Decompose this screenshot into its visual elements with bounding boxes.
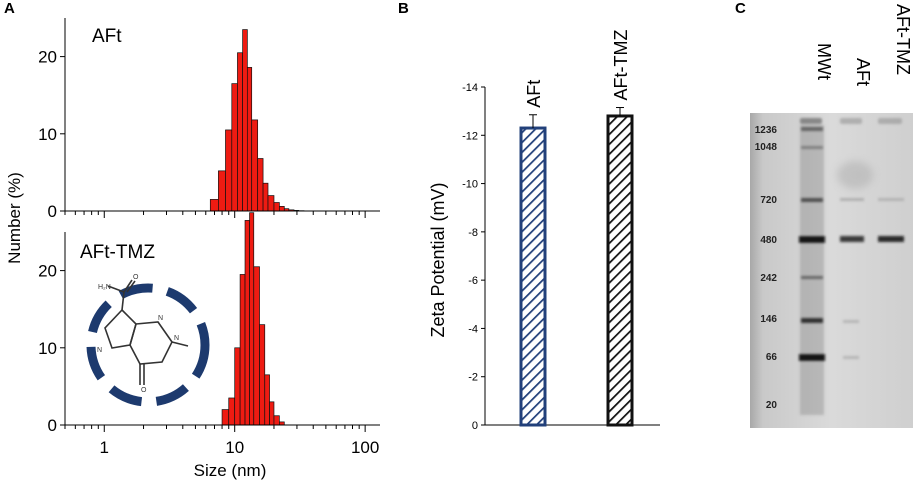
zeta-y-tick-label: 0 [472,420,478,432]
histogram-bar [279,206,284,211]
lane-label-aft-tmz: AFt-TMZ [893,4,913,75]
x-tick-label: 1 [100,438,109,457]
histogram-bar [237,53,242,211]
chart-title-aft: AFt [92,26,122,47]
panel-c-gel: 1236 1048 720 480 242 146 66 20 MWt AFt … [750,4,913,428]
histogram-bar [268,196,274,211]
y-tick-label: 20 [38,262,57,281]
marker-146: 146 [760,314,777,325]
dashed-ring [91,288,205,402]
svg-text:N: N [158,315,163,322]
histogram-bar [263,183,268,211]
marker-242: 242 [760,273,777,284]
histogram-bar [243,30,248,211]
marker-1048: 1048 [755,142,778,153]
histogram-bar [265,375,270,425]
tmz-structure-inset: H₂N O N N N O [91,274,205,402]
histogram-bar [232,84,238,211]
panel-a: AFt 0 10 20 AFt-TMZ 0 10 20 1 10 100 [5,18,380,480]
svg-text:N: N [97,347,102,354]
panel-label-c: C [735,0,746,17]
panel-label-a: A [4,0,15,17]
zeta-y-tick-label: -6 [468,275,478,287]
histogram-bar [245,220,250,425]
zeta-category-label: AFt [524,80,544,108]
histogram-bar [210,199,218,211]
histogram-bar [235,348,240,425]
zeta-y-tick-label: -4 [468,323,478,335]
histogram-bar [229,398,235,425]
y-tick-label: 20 [38,48,57,67]
gel-lane-labels: MWt AFt AFt-TMZ [814,4,913,86]
zeta-bar [521,128,545,425]
x-tick-label: 100 [351,438,379,457]
zeta-category-label: AFt-TMZ [611,30,631,101]
svg-text:O: O [133,274,139,281]
y-axis-label: Number (%) [5,172,24,264]
histogram-bar [258,159,263,211]
zeta-y-tick-label: -14 [462,82,478,94]
histogram-bar [274,203,279,211]
y-axis-label-zeta: Zeta Potential (mV) [428,182,448,337]
y-tick-label: 10 [38,339,57,358]
marker-20: 20 [766,400,778,411]
zeta-y-tick-label: -12 [462,130,478,142]
histogram-aft: AFt 0 10 20 [38,18,380,221]
histogram-bar [247,67,251,211]
zeta-y-tick-label: -10 [462,179,478,191]
lane-label-aft: AFt [853,58,873,86]
y-tick-label: 10 [38,125,57,144]
x-axis-label: Size (nm) [194,461,267,480]
histogram-bar [222,410,229,425]
svg-text:H₂N: H₂N [98,284,111,291]
histogram-bar [260,325,265,425]
histogram-bar [270,402,274,425]
histogram-bar [250,213,254,425]
svg-text:N: N [174,335,179,342]
chart-title-aft-tmz: AFt-TMZ [80,242,155,263]
histogram-bar [254,267,260,425]
marker-480: 480 [760,235,777,246]
y-tick-label: 0 [48,202,57,221]
panel-b-zeta-chart: 0 -2 -4 -6 -8 -10 -12 -14 AFt AFt-TMZ Zeta Poten… [428,30,660,432]
marker-1236: 1236 [755,125,778,136]
marker-66: 66 [766,352,778,363]
histogram-bar [218,171,225,211]
zeta-bar [608,116,632,425]
y-tick-label: 0 [48,416,57,435]
marker-720: 720 [760,195,777,206]
histogram-aft-tmz: AFt-TMZ 0 10 20 1 10 100 [38,213,380,457]
panel-label-b: B [398,0,409,17]
gel-background [750,113,913,428]
histogram-bar [225,130,231,211]
histogram-bar [240,274,245,425]
x-tick-label: 10 [225,438,244,457]
histogram-bar [274,416,279,425]
zeta-y-tick-label: -8 [468,227,478,239]
histogram-bar [252,120,258,211]
zeta-y-tick-label: -2 [468,372,478,384]
svg-text:O: O [141,387,147,394]
lane-label-mwt: MWt [814,43,834,80]
